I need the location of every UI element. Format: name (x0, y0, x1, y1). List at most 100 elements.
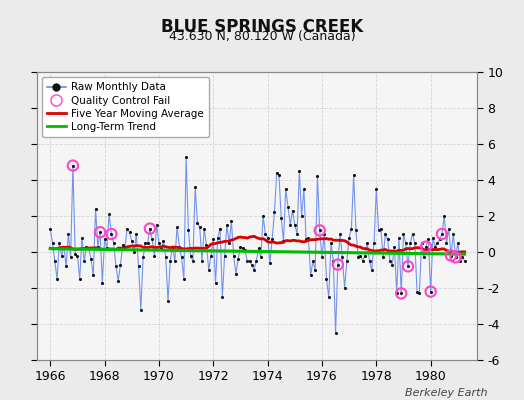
Point (327, 240, 335, 246)
Point (209, 236, 217, 242)
Point (107, 231, 116, 237)
Point (420, 254, 428, 261)
Legend: Raw Monthly Data, Quality Control Fail, Five Year Moving Average, Long-Term Tren: Raw Monthly Data, Quality Control Fail, … (42, 77, 209, 137)
Point (291, 222, 299, 228)
Point (293, 231, 301, 237)
Point (422, 243, 430, 250)
Point (55, 240, 63, 246)
Point (182, 154, 190, 160)
Point (202, 242, 211, 248)
Point (89, 272, 97, 278)
Point (449, 231, 457, 237)
Point (96, 229, 104, 235)
Point (395, 234, 403, 241)
Point (379, 254, 387, 261)
Point (94, 243, 102, 250)
Point (51, 258, 59, 264)
Point (270, 209, 279, 216)
Point (281, 186, 290, 192)
Point (438, 231, 446, 237)
Point (155, 240, 163, 246)
Point (429, 234, 437, 241)
Point (53, 276, 61, 282)
Point (361, 252, 369, 259)
Point (241, 247, 249, 254)
Point (121, 243, 129, 250)
Point (392, 290, 401, 297)
Point (110, 240, 118, 246)
Point (58, 252, 66, 259)
Point (461, 258, 469, 264)
Point (384, 236, 392, 242)
Point (277, 214, 286, 221)
Point (315, 227, 324, 234)
Point (141, 240, 149, 246)
Point (252, 258, 260, 264)
Point (114, 278, 123, 284)
Point (259, 213, 267, 219)
Point (377, 225, 385, 232)
Point (71, 250, 79, 257)
Point (195, 224, 204, 230)
Text: Berkeley Earth: Berkeley Earth (405, 388, 487, 398)
Point (62, 263, 70, 270)
Point (295, 168, 303, 174)
Point (272, 170, 281, 176)
Point (164, 298, 172, 304)
Point (334, 262, 342, 268)
Point (370, 240, 378, 246)
Point (98, 279, 106, 286)
Point (347, 225, 356, 232)
Point (150, 252, 159, 259)
Point (397, 290, 406, 297)
Point (139, 254, 147, 261)
Point (418, 240, 426, 246)
Point (211, 279, 220, 286)
Point (456, 258, 464, 264)
Point (91, 206, 100, 212)
Point (144, 240, 152, 246)
Point (69, 162, 77, 169)
Point (216, 225, 224, 232)
Point (338, 254, 346, 261)
Point (368, 267, 376, 273)
Point (390, 243, 399, 250)
Point (159, 238, 168, 244)
Point (372, 186, 380, 192)
Point (137, 306, 145, 313)
Point (427, 288, 435, 295)
Point (200, 225, 209, 232)
Point (187, 252, 195, 259)
Point (307, 272, 315, 278)
Point (189, 258, 197, 264)
Point (132, 231, 140, 237)
Point (261, 231, 269, 237)
Point (148, 236, 156, 242)
Point (232, 270, 240, 277)
Point (180, 276, 188, 282)
Point (435, 236, 444, 242)
Point (198, 258, 206, 264)
Point (78, 234, 86, 241)
Point (440, 213, 449, 219)
Point (184, 227, 193, 234)
Point (444, 225, 453, 232)
Point (336, 231, 344, 237)
Point (354, 254, 363, 261)
Point (221, 252, 229, 259)
Point (413, 288, 421, 295)
Point (178, 254, 186, 261)
Point (152, 222, 161, 228)
Point (363, 240, 372, 246)
Point (230, 252, 238, 259)
Point (313, 173, 322, 180)
Point (80, 258, 89, 264)
Point (96, 229, 104, 235)
Point (146, 225, 154, 232)
Point (101, 236, 109, 242)
Point (268, 236, 276, 242)
Point (257, 254, 265, 261)
Point (309, 258, 317, 264)
Point (438, 231, 446, 237)
Point (433, 240, 442, 246)
